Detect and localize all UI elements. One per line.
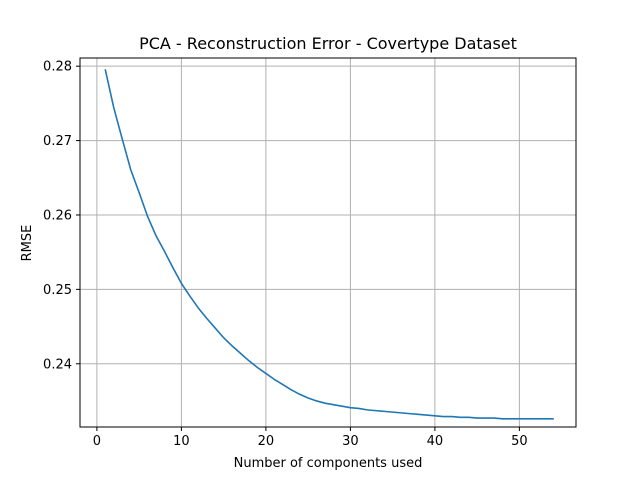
x-tick-label: 10: [173, 434, 190, 449]
x-tick-label: 50: [511, 434, 528, 449]
grid-lines: [80, 58, 576, 427]
x-tick-label: 20: [258, 434, 275, 449]
y-tick-label: 0.26: [43, 208, 72, 223]
x-tick-label: 0: [93, 434, 101, 449]
x-tick-label: 30: [342, 434, 359, 449]
y-tick-label: 0.27: [43, 134, 72, 149]
series-layer: [104, 69, 554, 420]
rmse-series-line: [104, 69, 554, 420]
y-tick-label: 0.25: [43, 283, 72, 298]
axis-ticks: 0 10 20 30 40 50 0.24 0.25 0.26 0.27 0.28: [43, 60, 528, 449]
plot-frame: [79, 57, 577, 428]
x-tick-label: 40: [427, 434, 444, 449]
y-tick-label: 0.28: [43, 60, 72, 75]
y-tick-label: 0.24: [43, 357, 72, 372]
chart-title: PCA - Reconstruction Error - Covertype D…: [139, 34, 517, 53]
x-axis-label: Number of components used: [234, 456, 423, 471]
y-axis-label: RMSE: [20, 225, 35, 262]
